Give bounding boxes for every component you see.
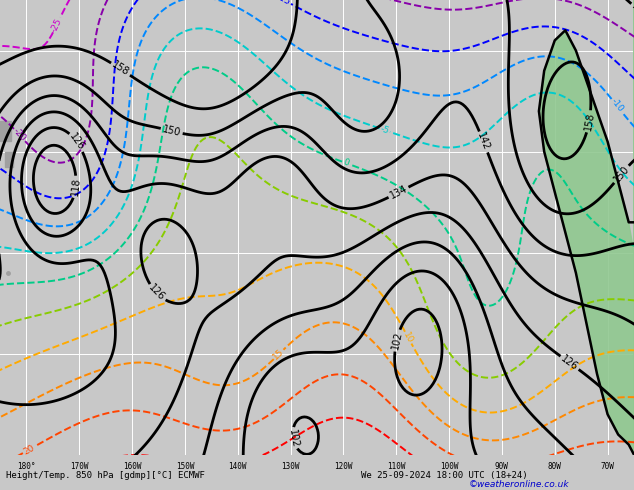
Text: 126: 126	[559, 353, 580, 372]
Text: ©weatheronline.co.uk: ©weatheronline.co.uk	[469, 480, 570, 490]
Text: -20: -20	[11, 126, 28, 144]
Text: 80W: 80W	[548, 463, 562, 471]
Polygon shape	[5, 151, 13, 167]
Text: 130W: 130W	[281, 463, 300, 471]
Text: 0: 0	[342, 158, 350, 168]
Text: 158: 158	[583, 111, 596, 131]
Text: 90W: 90W	[495, 463, 509, 471]
Text: 180°: 180°	[17, 463, 36, 471]
Text: 150W: 150W	[176, 463, 194, 471]
Text: 102: 102	[287, 428, 300, 448]
Text: 10: 10	[401, 330, 415, 345]
Text: 102: 102	[390, 330, 404, 351]
Polygon shape	[0, 121, 11, 142]
Text: 15: 15	[271, 347, 286, 362]
Text: 158: 158	[110, 60, 131, 78]
Text: 25: 25	[34, 485, 48, 490]
Text: -15: -15	[275, 0, 292, 7]
Text: 70W: 70W	[600, 463, 614, 471]
Text: 120W: 120W	[334, 463, 353, 471]
Text: 118: 118	[70, 177, 82, 196]
Text: Height/Temp. 850 hPa [gdmp][°C] ECMWF: Height/Temp. 850 hPa [gdmp][°C] ECMWF	[6, 470, 205, 480]
Text: 100W: 100W	[440, 463, 458, 471]
Text: 110W: 110W	[387, 463, 406, 471]
Text: 160W: 160W	[123, 463, 141, 471]
Text: 126: 126	[146, 283, 167, 303]
Text: 110: 110	[498, 485, 519, 490]
Text: 170W: 170W	[70, 463, 89, 471]
Text: -25: -25	[49, 16, 64, 33]
Text: 150: 150	[162, 124, 182, 138]
Polygon shape	[539, 0, 634, 455]
Text: 140W: 140W	[228, 463, 247, 471]
Text: 134: 134	[388, 184, 409, 201]
Text: 20: 20	[22, 443, 36, 457]
Text: 158: 158	[630, 1, 634, 21]
Text: 142: 142	[476, 131, 491, 152]
Text: We 25-09-2024 18:00 UTC (18+24): We 25-09-2024 18:00 UTC (18+24)	[361, 470, 528, 480]
Text: 150: 150	[612, 164, 631, 185]
Text: -5: -5	[379, 124, 391, 136]
Text: 118: 118	[598, 481, 618, 490]
Text: 126: 126	[67, 132, 86, 152]
Text: -10: -10	[609, 97, 625, 114]
